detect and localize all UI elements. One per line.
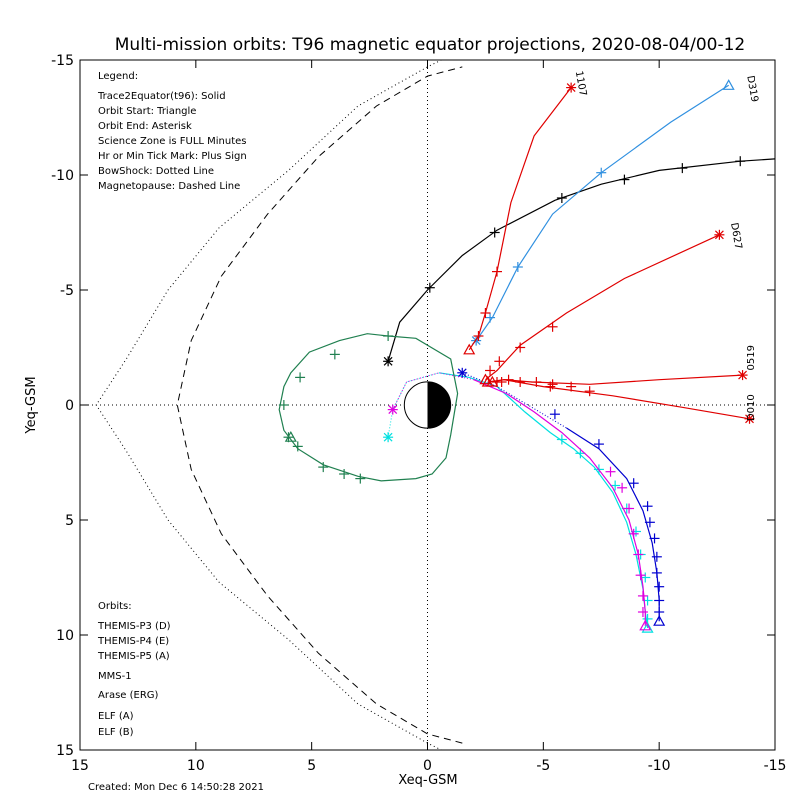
created-footer: Created: Mon Dec 6 14:50:28 2021 [88,782,264,793]
orbits-legend-item: ELF (B) [98,727,134,738]
x-axis-title: Xeq-GSM [398,773,457,788]
y-tick-label: -15 [51,53,74,69]
x-tick-label: -10 [648,758,671,774]
y-tick-label: 10 [56,628,74,644]
orbit-end-asterisk [388,405,398,415]
legend-item: Orbit End: Asterisk [98,121,192,132]
orbit-time-label: D010 [746,394,757,421]
series-elf-b-: D627 [479,222,744,385]
series-elf-b-: 1107 [463,70,588,355]
series-themis-p4-e- [457,367,666,626]
orbit-start-triangle [479,373,492,385]
x-tick-label: 10 [187,758,205,774]
x-tick-label: 5 [307,758,316,774]
legend-heading: Legend: [98,71,138,82]
y-axis-ticks: -15 -10 -5 0 5 10 15 [51,53,775,759]
chart-title: Multi-mission orbits: T96 magnetic equat… [115,35,746,55]
series-elf-b-: 0519 [481,345,757,392]
y-axis-title: Yeq-GSM [24,376,39,434]
orbits-legend-item: THEMIS-P5 (A) [97,651,170,662]
orbit-start-triangle [722,79,735,90]
y-tick-label: 15 [56,743,74,759]
series-line-dotted [462,372,567,429]
legend-item: Orbit Start: Triangle [98,106,196,117]
orbit-start-triangle [284,430,297,442]
orbits-legend-item: MMS-1 [98,671,132,682]
series-layer: D319 1107 D627 0519 D010 [278,70,775,633]
orbit-end-asterisk [566,83,576,93]
y-tick-label: -10 [51,168,74,184]
series-themis-p5-a- [387,372,652,631]
series-line-dotted [387,372,440,438]
earth-icon [403,381,452,429]
orbit-end-asterisk [745,414,754,424]
x-axis-ticks: 15 10 5 0 -5 -10 -15 [71,60,786,774]
earth-night-side [427,381,451,429]
y-tick-label: 0 [65,398,74,414]
y-tick-label: 5 [65,513,74,529]
series-line [487,374,743,385]
legend-item: Trace2Equator(t96): Solid [97,91,226,102]
legend-item: Hr or Min Tick Mark: Plus Sign [98,151,247,162]
orbit-time-label: D319 [744,75,759,103]
orbit-time-label: 1107 [573,70,588,97]
legend-item: Magnetopause: Dashed Line [98,181,240,192]
series-mms-1 [383,156,775,367]
series-line [278,333,459,482]
legend: Legend: Trace2Equator(t96): Solid Orbit … [97,71,247,192]
series-line [473,379,646,626]
orbit-start-triangle [463,343,476,355]
series-line [492,379,750,420]
orbits-legend-item: Arase (ERG) [98,690,159,701]
orbits-legend-item: THEMIS-P4 (E) [97,636,169,647]
series-line-dotted [392,372,474,410]
orbits-legend-item: THEMIS-P3 (D) [97,621,171,632]
x-tick-label: 15 [71,758,89,774]
orbit-start-triangle [653,614,666,626]
series-elf-b-: D010 [486,375,757,424]
x-tick-label: -5 [536,758,550,774]
orbit-end-asterisk [457,368,467,378]
y-tick-label: -5 [60,283,74,299]
series-arase-erg- [278,331,459,484]
x-tick-label: -15 [764,758,787,774]
orbit-start-triangle [639,619,652,631]
orbit-end-asterisk [383,432,393,442]
x-tick-label: 0 [423,758,432,774]
series-elf-a-: D319 [471,75,760,346]
orbit-time-label: 0519 [746,345,757,370]
plot-area: D319 1107 D627 0519 D010 [79,59,776,751]
orbit-end-asterisk [714,230,724,240]
orbit-start-triangle [486,375,499,387]
orbits-legend: Orbits: THEMIS-P3 (D) THEMIS-P4 (E) THEM… [97,601,171,738]
orbit-start-triangle [641,621,654,633]
legend-item: BowShock: Dotted Line [98,166,214,177]
orbits-legend-item: ELF (A) [98,711,134,722]
legend-item: Science Zone is FULL Minutes [98,136,247,147]
orbit-end-asterisk [383,356,393,366]
magnetopause-layer [176,66,463,744]
magnetopause-line [176,66,463,744]
series-line [439,372,649,629]
orbits-legend-heading: Orbits: [98,601,132,612]
orbit-time-label: D627 [728,222,743,250]
orbit-end-asterisk [738,370,747,380]
series-line [475,84,730,341]
series-line [485,234,720,381]
series-line [387,158,775,362]
